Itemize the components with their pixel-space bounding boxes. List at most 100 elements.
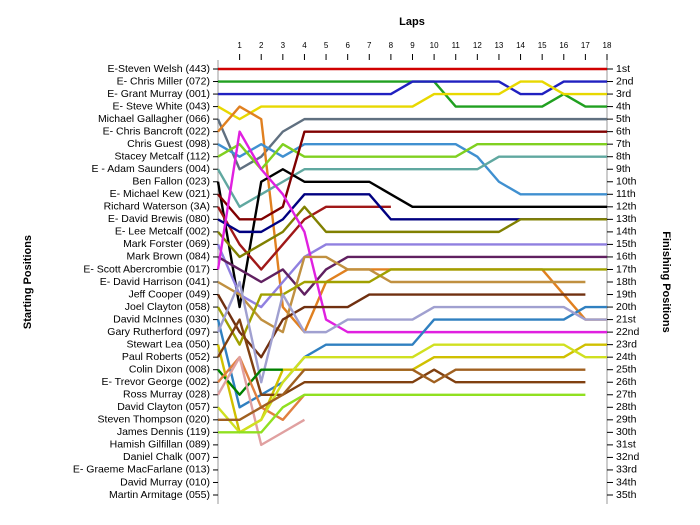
y2-tick-label: 5th — [616, 113, 631, 125]
y2-tick-label: 11th — [616, 188, 636, 200]
driver-line — [217, 205, 607, 259]
driver-line — [217, 130, 607, 221]
y2-tick-label: 24th — [616, 351, 637, 363]
x-axis-title: Laps — [399, 16, 425, 28]
driver-label: E - Adam Saunders (004) — [92, 163, 210, 175]
driver-label: Mark Forster (069) — [123, 238, 210, 250]
y-axis-title: Starting Positions — [22, 235, 34, 329]
driver-label: Ben Fallon (023) — [132, 176, 210, 188]
driver-label: Richard Waterson (3A) — [104, 201, 210, 213]
y2-tick-label: 28th — [616, 401, 637, 413]
x-tick-label: 18 — [603, 41, 612, 50]
y2-tick-label: 2nd — [616, 75, 634, 87]
y2-tick-label: 20th — [616, 301, 637, 313]
driver-line — [216, 293, 586, 359]
y2-tick-label: 14th — [616, 226, 637, 238]
driver-label: E- Steve White (043) — [113, 100, 210, 112]
y2-tick-label: 18th — [616, 276, 637, 288]
driver-line — [216, 130, 607, 334]
x-tick-label: 3 — [281, 41, 286, 50]
x-tick-label: 15 — [538, 41, 547, 50]
x-tick-label: 6 — [345, 41, 350, 50]
x-tick-label: 5 — [324, 41, 329, 50]
x-tick-label: 8 — [389, 41, 394, 50]
y2-tick-label: 32nd — [616, 451, 640, 463]
driver-label: Stacey Metcalf (112) — [114, 150, 210, 162]
driver-label: Chris Guest (098) — [127, 138, 210, 150]
y2-tick-label: 16th — [616, 251, 637, 263]
y2-tick-label: 21st — [616, 313, 636, 325]
y2-tick-label: 22nd — [616, 326, 640, 338]
y2-tick-label: 34th — [616, 476, 637, 488]
driver-line — [217, 343, 607, 434]
y2-tick-label: 25th — [616, 363, 637, 375]
driver-label: Ross Murray (028) — [123, 389, 210, 401]
x-tick-label: 11 — [452, 41, 461, 50]
x-tick-label: 4 — [302, 41, 307, 50]
driver-line — [217, 142, 607, 196]
driver-label: E- Trevor George (002) — [101, 376, 210, 388]
driver-label: Mark Brown (084) — [127, 251, 210, 263]
driver-label: David Murray (010) — [120, 476, 210, 488]
y2-axis-title: Finishing Positions — [660, 231, 672, 332]
x-tick-label: 9 — [410, 41, 415, 50]
y2-tick-label: 29th — [616, 414, 637, 426]
y2-tick-label: 7th — [616, 138, 631, 150]
y2-tick-label: 27th — [616, 389, 637, 401]
driver-line — [216, 280, 607, 384]
driver-label: James Dennis (119) — [117, 426, 210, 438]
driver-label: E- Michael Kew (021) — [110, 188, 210, 200]
x-tick-label: 1 — [237, 41, 242, 50]
y2-tick-label: 35th — [616, 489, 637, 501]
x-tick-label: 2 — [259, 41, 264, 50]
driver-line — [216, 318, 586, 396]
y2-tick-label: 30th — [616, 426, 637, 438]
driver-label: Jeff Cooper (049) — [128, 288, 210, 300]
driver-label: Stewart Lea (050) — [127, 338, 210, 350]
y2-tick-label: 15th — [616, 238, 637, 250]
x-tick-label: 17 — [581, 41, 590, 50]
driver-label: E- Grant Murray (001) — [107, 88, 210, 100]
driver-line — [218, 393, 586, 434]
y2-tick-label: 12th — [616, 201, 637, 213]
driver-label: David Clayton (057) — [117, 401, 210, 413]
y2-tick-label: 19th — [616, 288, 637, 300]
driver-label: Michael Gallagher (066) — [98, 113, 210, 125]
driver-label: E- Chris Miller (072) — [117, 75, 210, 87]
driver-label: E- Chris Bancroft (022) — [103, 125, 210, 137]
y2-tick-label: 8th — [616, 150, 631, 162]
driver-label: David McInnes (030) — [113, 313, 210, 325]
y2-tick-label: 13th — [616, 213, 637, 225]
driver-label: E- Scott Abercrombie (017) — [83, 263, 210, 275]
driver-line — [216, 168, 607, 309]
driver-line — [216, 243, 607, 309]
driver-label: Martin Armitage (055) — [109, 489, 210, 501]
driver-label: Colin Dixon (008) — [129, 363, 210, 375]
driver-label: Gary Rutherford (097) — [107, 326, 210, 338]
x-tick-label: 14 — [516, 41, 525, 50]
x-tick-label: 7 — [367, 41, 372, 50]
driver-line — [218, 368, 586, 422]
y2-tick-label: 6th — [616, 125, 631, 137]
y2-tick-label: 4th — [616, 100, 631, 112]
driver-line — [216, 355, 306, 447]
x-tick-label: 16 — [559, 41, 568, 50]
driver-label: Paul Roberts (052) — [122, 351, 210, 363]
driver-label: E- Graeme MacFarlane (013) — [73, 464, 210, 476]
x-tick-label: 10 — [430, 41, 439, 50]
driver-label: E- David Harrison (041) — [100, 276, 210, 288]
y2-tick-label: 3rd — [616, 88, 631, 100]
driver-line — [217, 193, 607, 234]
driver-label: E- Lee Metcalf (002) — [115, 226, 210, 238]
driver-line — [216, 117, 607, 171]
driver-label: E-Steven Welsh (443) — [107, 63, 210, 75]
x-tick-label: 12 — [473, 41, 482, 50]
driver-line — [216, 155, 607, 209]
driver-line — [217, 255, 607, 296]
driver-label: Daniel Chalk (007) — [123, 451, 210, 463]
y2-tick-label: 23rd — [616, 338, 637, 350]
y2-tick-label: 10th — [616, 176, 637, 188]
x-tick-label: 13 — [494, 41, 503, 50]
y2-tick-label: 9th — [616, 163, 631, 175]
